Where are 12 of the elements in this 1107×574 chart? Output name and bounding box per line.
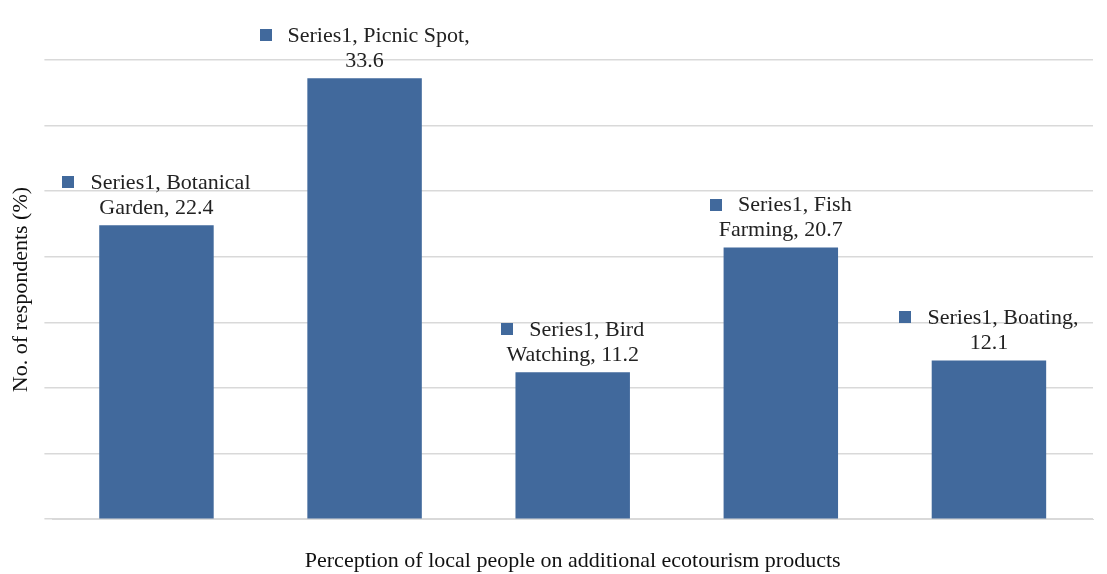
- data-label: Series1, Bird Watching, 11.2: [506, 316, 645, 367]
- data-label: Series1, Botanical Garden, 22.4: [90, 169, 251, 220]
- data-label: Series1, Boating, 12.1: [927, 304, 1079, 355]
- bar: [723, 247, 839, 519]
- y-axis-title: No. of respondents (%): [6, 186, 32, 393]
- data-label: Series1, Fish Farming, 20.7: [718, 191, 852, 242]
- bar: [307, 78, 422, 519]
- bar: [99, 225, 214, 519]
- bar: [931, 360, 1047, 519]
- bar: [515, 372, 630, 519]
- data-label: Series1, Picnic Spot, 33.6: [287, 22, 470, 73]
- x-axis-title: Perception of local people on additional ecotourism products: [304, 546, 841, 572]
